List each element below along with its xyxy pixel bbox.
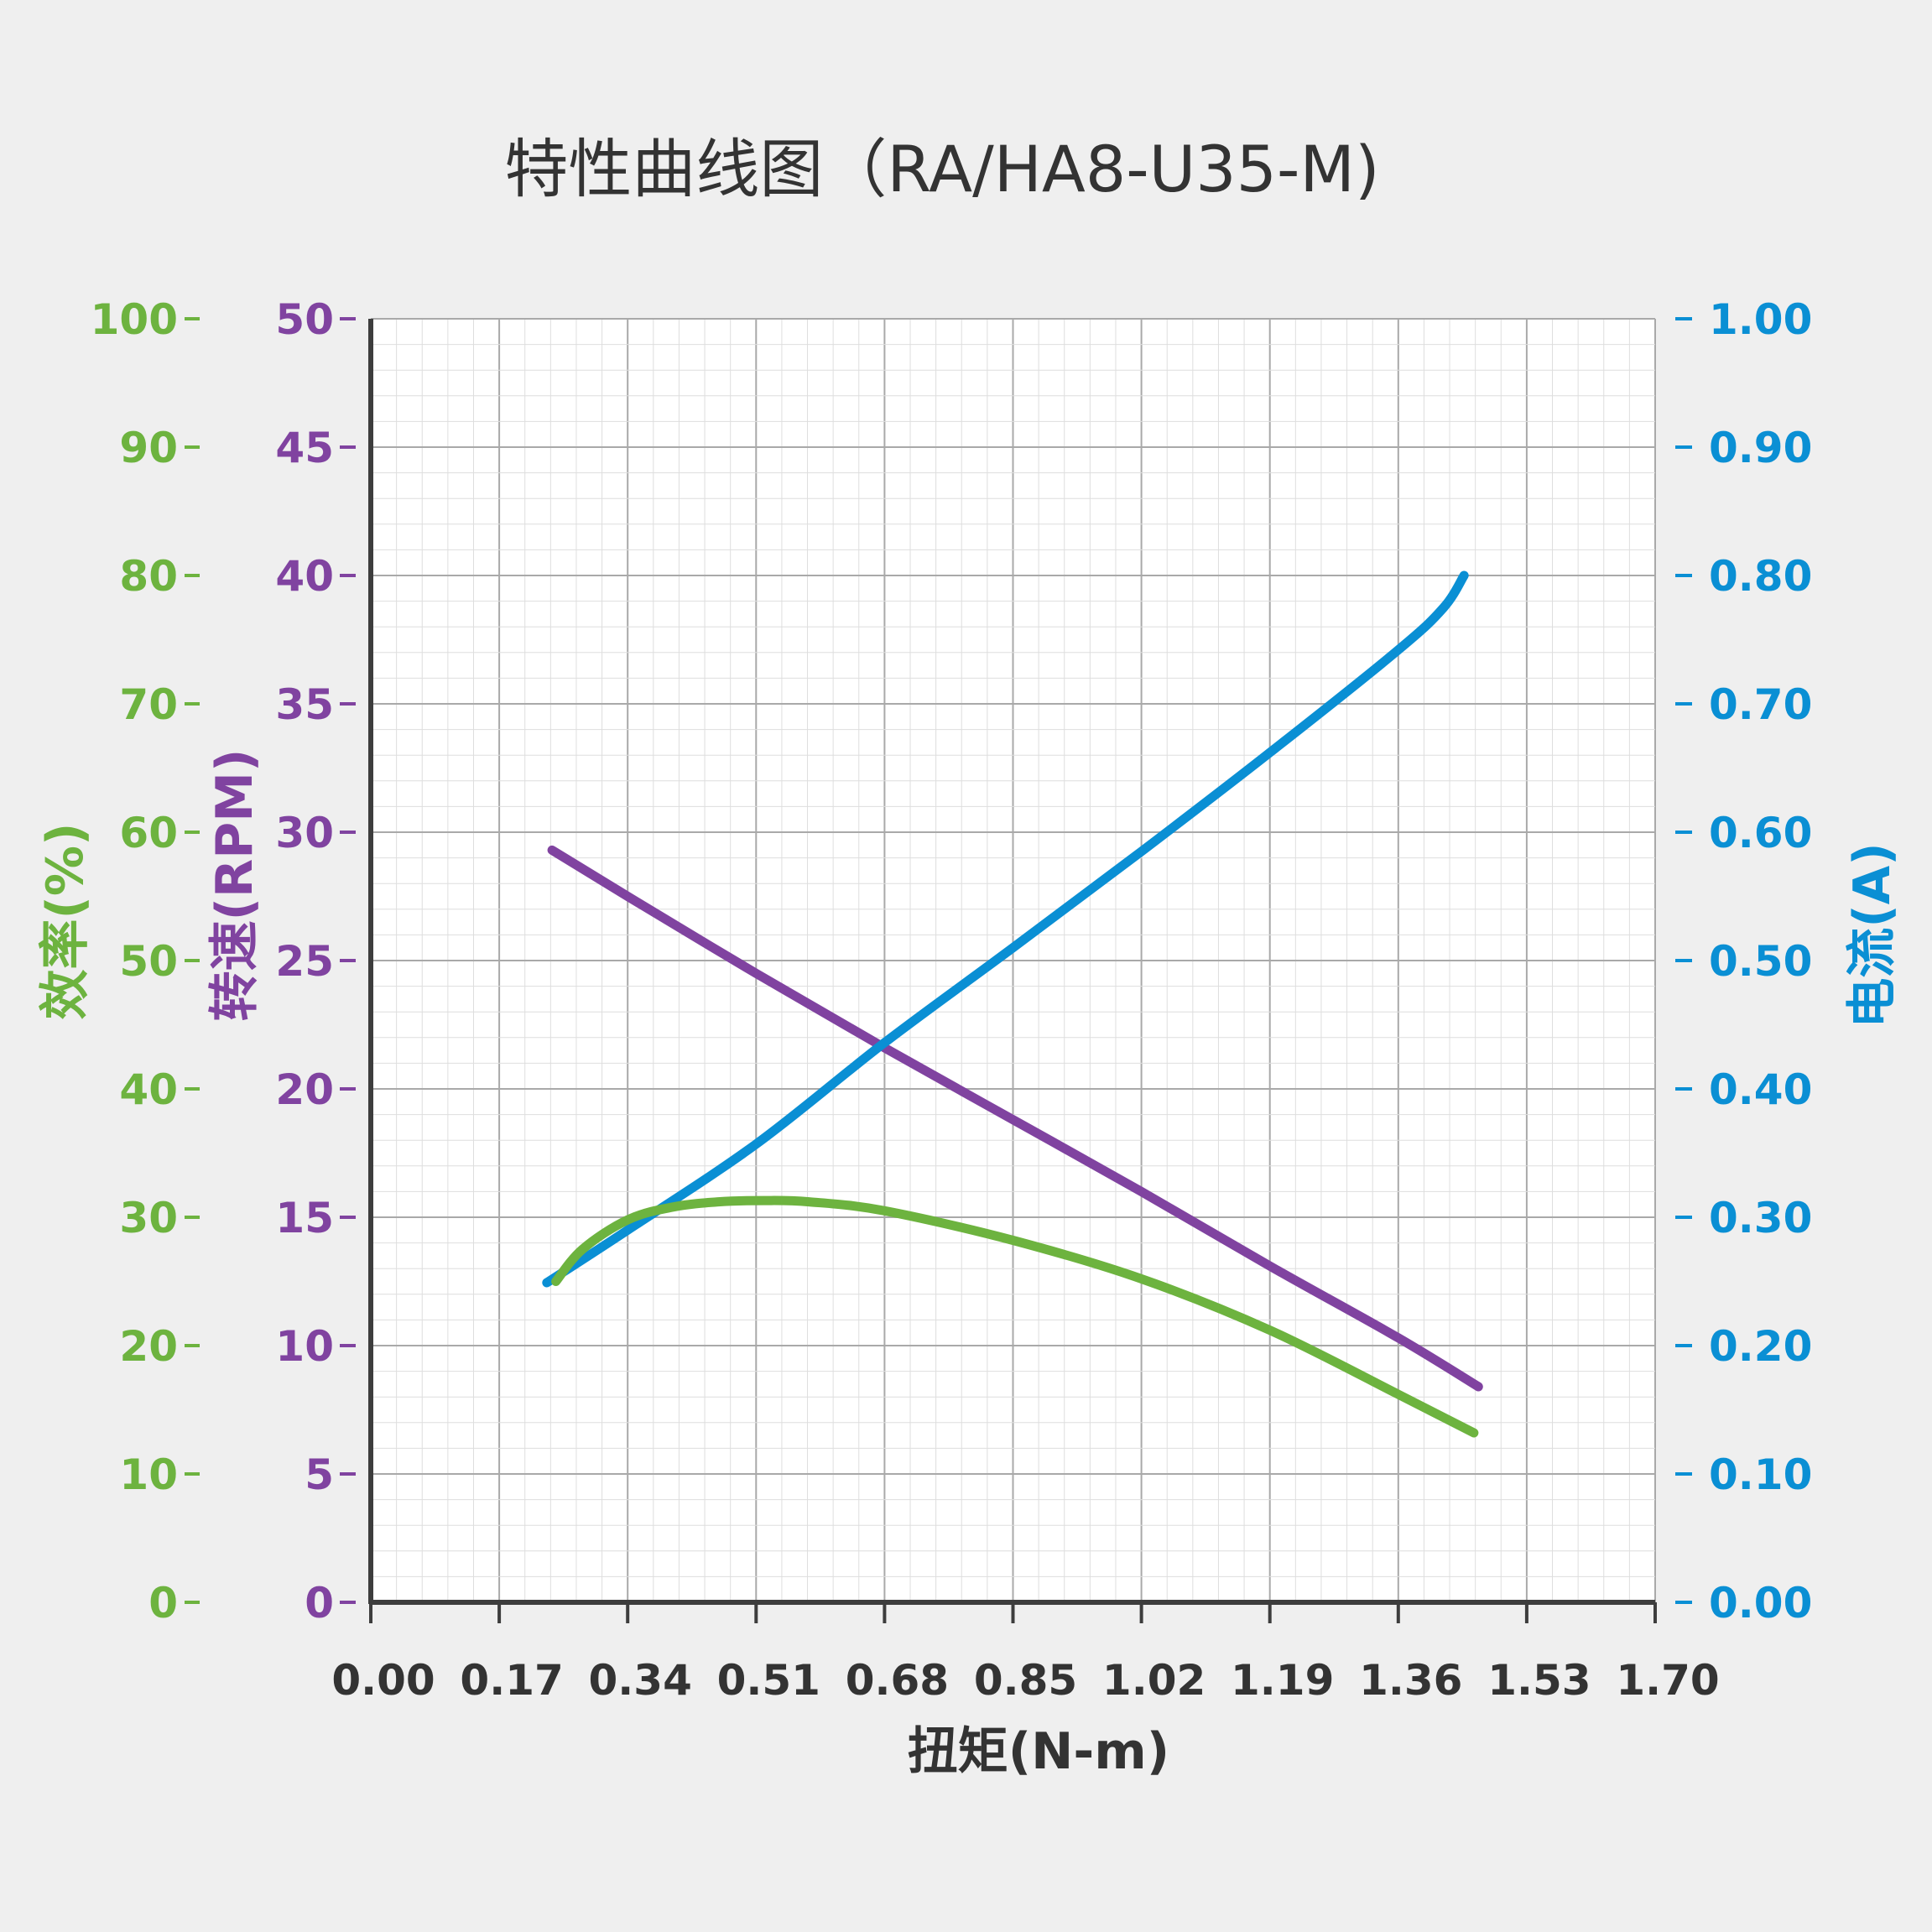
speed-tick-label: 45 (275, 424, 334, 472)
x-tick-label: 1.70 (1616, 1656, 1719, 1705)
efficiency-axis: 0 10 20 30 40 50 60 70 80 90 100 (91, 295, 200, 1627)
x-tick-label: 1.36 (1359, 1656, 1462, 1705)
current-tick-label: 0.70 (1709, 680, 1812, 729)
x-axis-label: 扭矩(N-m) (908, 1722, 1169, 1781)
chart-title: 特性曲线图（RA/HA8-U35-M) (504, 132, 1379, 206)
x-tick-label: 0.00 (331, 1656, 435, 1705)
efficiency-tick-label: 50 (119, 937, 178, 986)
efficiency-tick-label: 60 (119, 809, 178, 857)
speed-tick-label: 0 (305, 1579, 334, 1627)
efficiency-curve (551, 1195, 1479, 1438)
current-tick-label: 0.60 (1709, 809, 1812, 857)
speed-tick-label: 25 (275, 937, 334, 986)
current-axis-label: 电流(A) (1843, 842, 1902, 1028)
plot-area (368, 318, 1656, 1605)
current-tick-label: 0.50 (1709, 937, 1812, 986)
speed-tick-label: 15 (275, 1194, 334, 1242)
current-tick-label: 0.30 (1709, 1194, 1812, 1242)
x-tick-label: 0.17 (460, 1656, 563, 1705)
speed-tick-label: 50 (275, 295, 334, 344)
torque-axis: 0.00 0.17 0.34 0.51 0.68 0.85 1.02 1.19 1.36 1.53… (331, 1602, 1720, 1705)
x-tick-label: 0.34 (589, 1656, 692, 1705)
x-tick-label: 1.53 (1487, 1656, 1591, 1705)
speed-tick-label: 35 (275, 680, 334, 729)
x-tick-label: 0.68 (846, 1656, 949, 1705)
efficiency-tick-label: 10 (119, 1450, 178, 1499)
current-axis: 0.00 0.10 0.20 0.30 0.40 0.50 0.60 0.70 0.80 0.90… (1675, 295, 1812, 1627)
efficiency-tick-label: 70 (119, 680, 178, 729)
efficiency-tick-label: 80 (119, 552, 178, 601)
current-tick-label: 0.80 (1709, 552, 1812, 601)
current-tick-label: 1.00 (1709, 295, 1812, 344)
efficiency-tick-label: 20 (119, 1322, 178, 1371)
current-tick-label: 0.90 (1709, 424, 1812, 472)
speed-axis-label: 转速(RPM) (206, 749, 264, 1022)
speed-axis: 0 5 10 15 20 25 30 35 40 45 50 (275, 295, 356, 1627)
x-tick-label: 0.85 (974, 1656, 1077, 1705)
efficiency-tick-label: 30 (119, 1194, 178, 1242)
efficiency-tick-label: 0 (148, 1579, 178, 1627)
speed-curve (547, 845, 1483, 1392)
efficiency-tick-label: 90 (119, 424, 178, 472)
x-tick-label: 0.51 (717, 1656, 820, 1705)
current-tick-label: 0.20 (1709, 1322, 1812, 1371)
current-tick-label: 0.00 (1709, 1579, 1812, 1627)
x-tick-label: 1.02 (1102, 1656, 1206, 1705)
speed-tick-label: 20 (275, 1065, 334, 1114)
speed-tick-label: 5 (305, 1450, 334, 1499)
current-tick-label: 0.40 (1709, 1065, 1812, 1114)
speed-tick-label: 30 (275, 809, 334, 857)
speed-tick-label: 40 (275, 552, 334, 601)
efficiency-axis-label: 效率(%) (36, 823, 95, 1020)
speed-tick-label: 10 (275, 1322, 334, 1371)
current-curve (542, 570, 1469, 1288)
x-tick-label: 1.19 (1231, 1656, 1334, 1705)
efficiency-tick-label: 40 (119, 1065, 178, 1114)
efficiency-tick-label: 100 (91, 295, 178, 344)
series-layer (542, 570, 1483, 1438)
current-tick-label: 0.10 (1709, 1450, 1812, 1499)
